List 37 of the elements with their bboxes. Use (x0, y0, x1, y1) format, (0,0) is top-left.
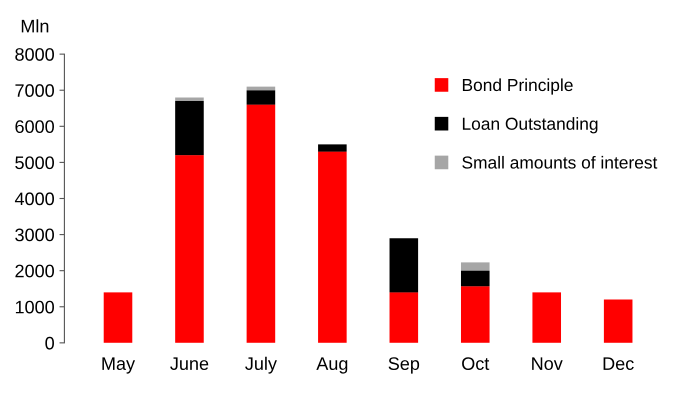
y-axis-title: Mln (22, 19, 48, 32)
bar (460, 270, 490, 286)
bar (390, 292, 418, 343)
y-tick-label: 1000 (16, 300, 54, 314)
bar (532, 292, 562, 343)
x-tick-label: Dec (604, 357, 634, 370)
y-tick-label: 6000 (15, 120, 54, 134)
x-tick-label: May (102, 357, 136, 374)
legend-label: Bond Principle (462, 78, 573, 95)
y-tick-label: 5000 (15, 156, 54, 170)
x-tick-label: June (170, 357, 208, 370)
bar (246, 86, 276, 90)
bar (175, 155, 204, 343)
legend-label: Small amounts of interest (462, 156, 658, 169)
bar (246, 104, 276, 343)
legend-label: Loan Outstanding (462, 117, 598, 134)
bar (175, 101, 204, 156)
x-tick-label: July (245, 356, 277, 374)
bar (390, 238, 418, 292)
bar (175, 97, 204, 102)
y-tick-label: 2000 (15, 264, 54, 278)
x-tick-label: Nov (532, 357, 563, 370)
x-tick-label: Oct (462, 357, 490, 370)
y-tick-label: 3000 (15, 228, 54, 242)
y-tick-label: 8000 (15, 48, 54, 61)
bar (318, 144, 347, 152)
bar (318, 152, 347, 343)
x-tick-label: Sep (388, 357, 420, 374)
y-tick-label: 7000 (15, 84, 54, 97)
x-tick-label: Aug (316, 357, 348, 374)
bar (104, 292, 132, 343)
bar (604, 300, 632, 343)
bar (460, 286, 490, 343)
y-tick-label: 0 (45, 336, 54, 350)
y-tick-label: 4000 (14, 192, 54, 206)
bar (246, 90, 276, 105)
bar (460, 262, 490, 271)
